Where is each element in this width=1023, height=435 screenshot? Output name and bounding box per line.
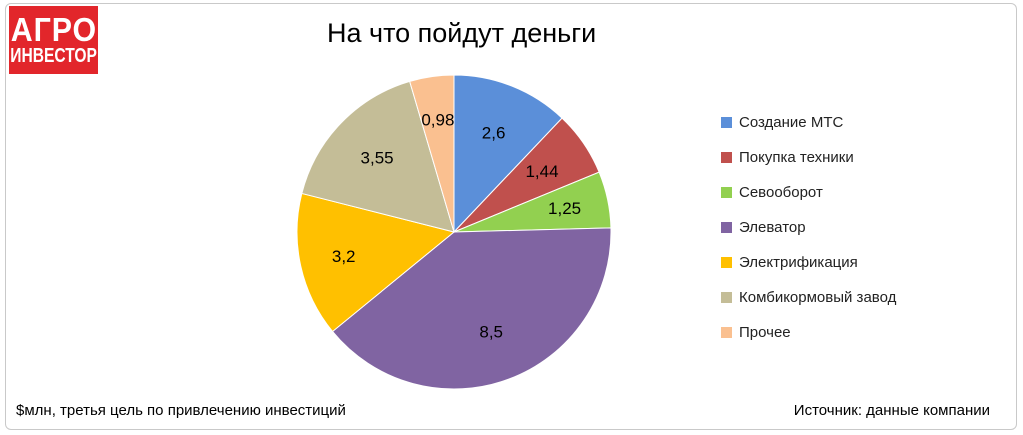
chart-legend: Создание МТС Покупка техники Севооборот Эле…	[721, 105, 896, 350]
legend-swatch	[721, 292, 732, 303]
legend-item-5: Электрификация	[721, 245, 896, 280]
pie-data-label-1: 2,6	[482, 123, 506, 142]
legend-swatch	[721, 327, 732, 338]
legend-item-7: Прочее	[721, 315, 896, 350]
pie-slice-7	[409, 74, 455, 233]
pie-slice-6	[301, 80, 455, 233]
legend-swatch	[721, 222, 732, 233]
pie-data-label-7: 0,98	[421, 111, 454, 130]
legend-label: Покупка техники	[739, 149, 854, 166]
legend-label: Создание МТС	[739, 114, 844, 131]
legend-label: Прочее	[739, 324, 791, 341]
legend-swatch	[721, 187, 732, 198]
legend-label: Комбикормовый завод	[739, 289, 897, 306]
legend-item-4: Элеватор	[721, 210, 896, 245]
units-footnote: $млн, третья цель по привлечению инвести…	[16, 402, 346, 419]
pie-slice-1	[453, 74, 563, 234]
pie-slice-5	[296, 192, 456, 333]
source-note: Источник: данные компании	[793, 402, 990, 419]
logo-line-2: ИНВЕСТОР	[10, 44, 97, 67]
pie-data-label-5: 3,2	[332, 247, 356, 266]
logo-line-1: АГРО	[10, 10, 97, 48]
legend-item-3: Севооборот	[721, 175, 896, 210]
legend-item-2: Покупка техники	[721, 140, 896, 175]
pie-slice-4	[331, 227, 612, 390]
legend-label: Севооборот	[739, 184, 823, 201]
pie-data-label-6: 3,55	[361, 149, 394, 168]
legend-label: Электрификация	[739, 254, 858, 271]
pie-data-label-4: 8,5	[479, 323, 503, 342]
legend-swatch	[721, 152, 732, 163]
chart-title: На что пойдут деньги	[327, 18, 597, 48]
legend-label: Элеватор	[739, 219, 806, 236]
agroinvestor-logo: АГРО ИНВЕСТОР	[9, 6, 98, 74]
pie-data-label-2: 1,44	[525, 162, 558, 181]
legend-swatch	[721, 257, 732, 268]
legend-item-6: Комбикормовый завод	[721, 280, 896, 315]
pie-data-label-3: 1,25	[548, 199, 581, 218]
legend-item-1: Создание МТС	[721, 105, 896, 140]
legend-swatch	[721, 117, 732, 128]
